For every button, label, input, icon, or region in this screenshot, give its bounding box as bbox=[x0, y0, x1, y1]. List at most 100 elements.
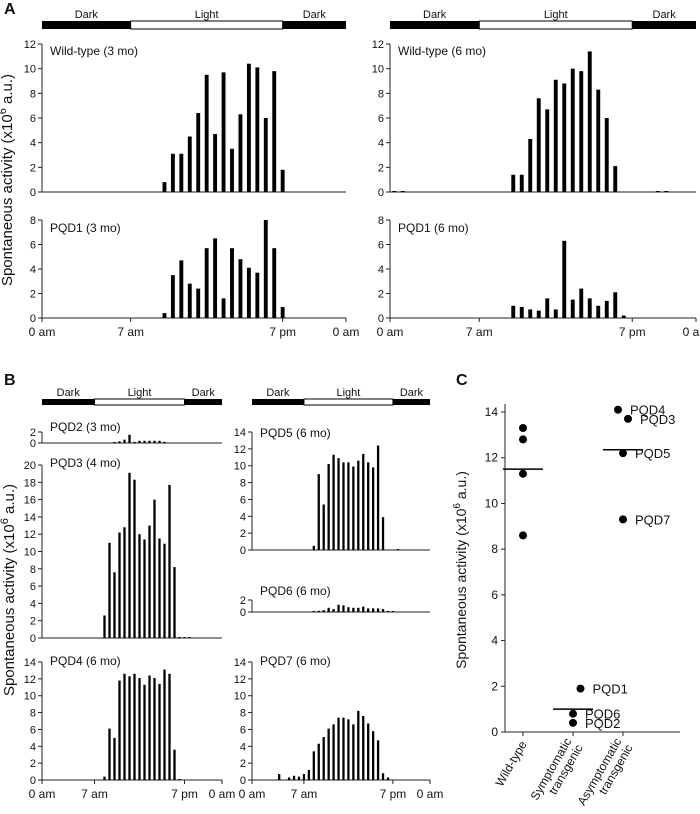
activity-bar bbox=[342, 462, 345, 550]
y-tick-label: 6 bbox=[30, 240, 36, 252]
dark-band bbox=[392, 399, 430, 405]
activity-bar bbox=[238, 259, 243, 318]
y-tick-label: 6 bbox=[30, 581, 36, 593]
activity-bar bbox=[327, 607, 330, 612]
c-y-axis-label: Spontaneous activity (x106 a.u.) bbox=[452, 471, 469, 669]
x-tick-label: 7 pm bbox=[619, 325, 646, 339]
panel-name: PQD2 (3 mo) bbox=[50, 420, 121, 434]
y-tick-label: 10 bbox=[234, 691, 246, 703]
dark-band bbox=[390, 21, 480, 29]
activity-bar bbox=[170, 153, 175, 192]
activity-bar bbox=[118, 532, 121, 638]
activity-bar bbox=[536, 98, 541, 192]
light-band bbox=[303, 398, 394, 406]
activity-bar bbox=[312, 611, 315, 612]
activity-bar bbox=[519, 174, 524, 192]
y-tick-label: 4 bbox=[240, 511, 246, 523]
activity-bar bbox=[123, 439, 126, 443]
activity-bar bbox=[579, 288, 584, 318]
activity-bar bbox=[158, 538, 161, 638]
activity-bar bbox=[230, 248, 234, 318]
x-tick-label: 0 am bbox=[333, 325, 360, 339]
activity-bar bbox=[143, 440, 146, 443]
activity-bar bbox=[332, 724, 335, 780]
c-y-tick-label: 10 bbox=[485, 496, 499, 510]
activity-bar bbox=[138, 678, 141, 780]
activity-bar bbox=[604, 300, 609, 318]
activity-bar bbox=[396, 549, 399, 550]
activity-bar bbox=[347, 462, 350, 550]
activity-bar bbox=[562, 240, 567, 318]
y-tick-label: 12 bbox=[234, 674, 246, 686]
dark-band bbox=[632, 21, 696, 29]
activity-bar bbox=[133, 479, 136, 638]
activity-bar bbox=[158, 683, 161, 780]
scatter-point bbox=[569, 709, 577, 718]
activity-bar bbox=[613, 292, 618, 318]
panel-name: PQD1 (6 mo) bbox=[398, 221, 469, 235]
y-tick-label: 0 bbox=[240, 775, 246, 787]
x-tick-label: 0 am bbox=[417, 787, 444, 801]
bar-panel: 02 PQD6 (6 mo) bbox=[240, 584, 430, 619]
scatter-point bbox=[569, 718, 577, 727]
c-y-tick-label: 4 bbox=[491, 634, 498, 648]
activity-bar bbox=[173, 567, 176, 638]
activity-bar bbox=[178, 637, 181, 638]
activity-bar bbox=[536, 310, 541, 318]
activity-bar bbox=[337, 458, 340, 550]
y-tick-label: 8 bbox=[30, 215, 36, 227]
scatter-point bbox=[519, 424, 527, 432]
dark-label: Dark bbox=[192, 387, 216, 399]
activity-bar bbox=[196, 288, 201, 318]
activity-bar bbox=[317, 610, 320, 612]
bar-panel: 0 2 4 6 8 10 12 14 PQD4 (6 mo) bbox=[24, 654, 222, 787]
activity-bar bbox=[204, 248, 209, 318]
y-tick-label: 14 bbox=[234, 657, 246, 669]
x-tick-label: 7 am bbox=[81, 787, 108, 801]
activity-bar bbox=[213, 134, 218, 192]
activity-bar bbox=[138, 440, 141, 443]
activity-bar bbox=[153, 499, 156, 638]
y-tick-label: 4 bbox=[30, 598, 36, 610]
y-tick-label: 4 bbox=[378, 264, 384, 276]
activity-bar bbox=[327, 464, 330, 550]
dark-band bbox=[184, 399, 222, 405]
activity-bar bbox=[362, 453, 365, 550]
activity-bar bbox=[587, 298, 592, 318]
light-band bbox=[478, 20, 633, 30]
activity-bar bbox=[579, 71, 584, 192]
activity-bar bbox=[400, 191, 405, 192]
x-tick-label: 7 pm bbox=[171, 787, 198, 801]
y-tick-label: 12 bbox=[24, 529, 36, 541]
y-tick-label: 8 bbox=[240, 478, 246, 490]
activity-bar bbox=[342, 717, 345, 780]
activity-bar bbox=[297, 776, 301, 780]
activity-bar bbox=[128, 472, 131, 638]
activity-bar bbox=[123, 527, 126, 638]
activity-bar bbox=[352, 724, 355, 780]
activity-bar bbox=[238, 114, 243, 192]
activity-bar bbox=[342, 605, 345, 612]
scatter-point bbox=[619, 515, 627, 524]
y-tick-label: 4 bbox=[378, 138, 384, 150]
activity-bar bbox=[655, 191, 660, 192]
activity-bar bbox=[376, 608, 380, 612]
activity-bar bbox=[545, 298, 550, 318]
y-tick-label: 2 bbox=[240, 758, 246, 770]
panel-label-b: B bbox=[4, 372, 16, 389]
activity-bar bbox=[386, 777, 390, 780]
activity-bar bbox=[392, 191, 397, 192]
y-tick-label: 6 bbox=[378, 113, 384, 125]
y-tick-label: 20 bbox=[24, 460, 36, 472]
activity-bar bbox=[391, 611, 395, 612]
activity-bar bbox=[272, 248, 277, 318]
y-tick-label: 2 bbox=[30, 758, 36, 770]
dark-label: Dark bbox=[400, 387, 424, 399]
dark-label: Dark bbox=[653, 9, 677, 21]
panel-label-c: C bbox=[456, 372, 468, 389]
y-tick-label: 2 bbox=[240, 595, 246, 607]
point-label: PQD2 bbox=[585, 716, 620, 731]
y-axis-label: Spontaneous activity (x106 a.u.) bbox=[0, 484, 18, 696]
y-tick-label: 16 bbox=[24, 495, 36, 507]
bar-panel: 0 2 4 6 8 10 12 Wild-type (6 mo) bbox=[372, 39, 696, 199]
